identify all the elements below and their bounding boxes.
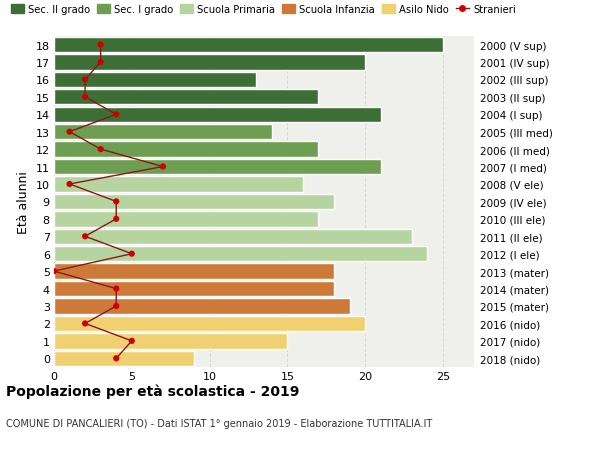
- Bar: [54, 316, 365, 331]
- Point: [96, 59, 106, 67]
- Point: [112, 216, 121, 223]
- Point: [80, 77, 90, 84]
- Bar: [54, 229, 412, 244]
- Bar: [54, 160, 380, 175]
- Point: [112, 302, 121, 310]
- Text: COMUNE DI PANCALIERI (TO) - Dati ISTAT 1° gennaio 2019 - Elaborazione TUTTITALIA: COMUNE DI PANCALIERI (TO) - Dati ISTAT 1…: [6, 418, 432, 428]
- Bar: [54, 281, 334, 297]
- Bar: [54, 264, 334, 279]
- Point: [96, 146, 106, 153]
- Bar: [54, 246, 427, 262]
- Point: [127, 251, 137, 258]
- Legend: Sec. II grado, Sec. I grado, Scuola Primaria, Scuola Infanzia, Asilo Nido, Stran: Sec. II grado, Sec. I grado, Scuola Prim…: [11, 5, 515, 15]
- Point: [65, 181, 74, 188]
- Point: [127, 337, 137, 345]
- Point: [49, 268, 59, 275]
- Point: [112, 198, 121, 206]
- Bar: [54, 299, 350, 314]
- Point: [65, 129, 74, 136]
- Bar: [54, 351, 194, 366]
- Bar: [54, 125, 272, 140]
- Bar: [54, 142, 319, 157]
- Bar: [54, 194, 334, 210]
- Bar: [54, 55, 365, 71]
- Y-axis label: Età alunni: Età alunni: [17, 171, 30, 233]
- Point: [158, 163, 167, 171]
- Bar: [54, 212, 319, 227]
- Point: [80, 233, 90, 241]
- Text: Popolazione per età scolastica - 2019: Popolazione per età scolastica - 2019: [6, 383, 299, 398]
- Bar: [54, 177, 303, 192]
- Bar: [54, 73, 256, 88]
- Bar: [54, 107, 380, 123]
- Point: [80, 94, 90, 101]
- Point: [96, 42, 106, 49]
- Point: [112, 285, 121, 292]
- Point: [80, 320, 90, 327]
- Bar: [54, 38, 443, 53]
- Bar: [54, 90, 319, 105]
- Point: [112, 355, 121, 362]
- Bar: [54, 333, 287, 349]
- Point: [112, 112, 121, 119]
